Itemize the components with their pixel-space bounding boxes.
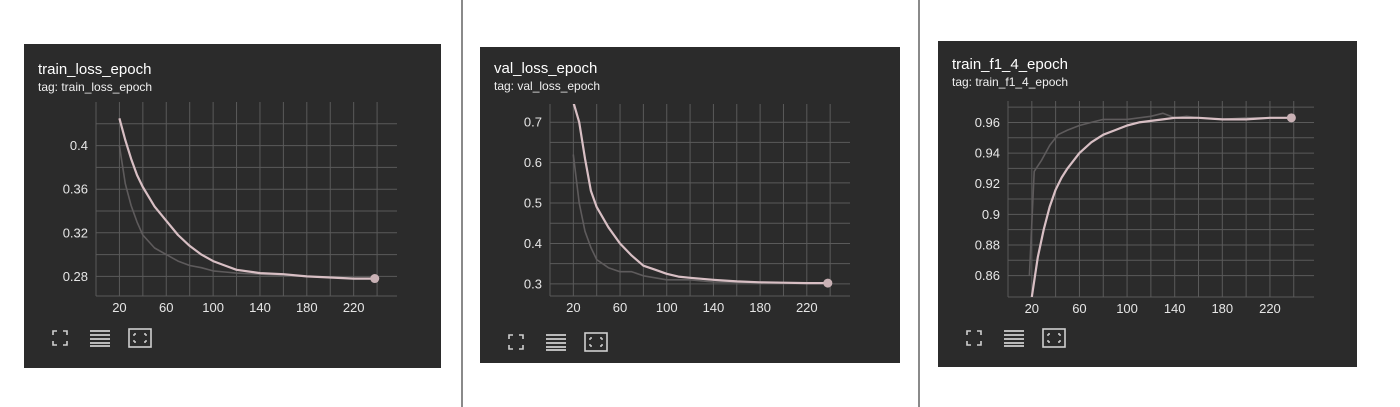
x-tick-label: 140 xyxy=(249,300,271,315)
card-toolbar xyxy=(504,331,608,353)
toggle-lines-button[interactable] xyxy=(1002,327,1026,349)
card-title: train_loss_epoch xyxy=(38,61,152,78)
x-tick-label: 20 xyxy=(1025,301,1039,316)
y-tick-label: 0.6 xyxy=(524,155,542,170)
line-chart[interactable]: 20 60 100 140 180 220 0.28 0.32 0.36 0.4 xyxy=(24,44,441,324)
toggle-lines-icon xyxy=(1004,330,1024,347)
x-tick-label: 180 xyxy=(296,300,318,315)
x-tick-label: 140 xyxy=(703,300,725,315)
card-tag: tag: train_f1_4_epoch xyxy=(952,75,1069,89)
y-tick-label: 0.7 xyxy=(524,115,542,130)
y-tick-label: 0.36 xyxy=(63,182,88,197)
x-tick-label: 20 xyxy=(112,300,126,315)
last-value-marker xyxy=(370,274,380,284)
x-tick-label: 220 xyxy=(343,300,365,315)
toggle-lines-button[interactable] xyxy=(544,331,568,353)
chart-card-1: val_loss_epoch tag: val_loss_epoch 20 60 1… xyxy=(480,47,900,363)
fit-domain-button[interactable] xyxy=(584,331,608,353)
card-toolbar xyxy=(48,327,152,349)
fullscreen-button[interactable] xyxy=(504,331,528,353)
x-tick-label: 60 xyxy=(1072,301,1086,316)
y-tick-label: 0.32 xyxy=(63,225,88,240)
x-tick-label: 220 xyxy=(1259,301,1281,316)
toggle-lines-icon xyxy=(90,330,110,347)
divider-left xyxy=(461,0,463,407)
line-chart[interactable]: 20 60 100 140 180 220 0.3 0.4 0.5 0.6 0.7 xyxy=(480,47,900,322)
y-tick-label: 0.4 xyxy=(524,236,542,251)
fullscreen-icon xyxy=(508,334,524,350)
x-tick-label: 100 xyxy=(1116,301,1138,316)
fullscreen-icon xyxy=(966,330,982,346)
fullscreen-button[interactable] xyxy=(962,327,986,349)
card-toolbar xyxy=(962,327,1066,349)
chart-card-2: train_f1_4_epoch tag: train_f1_4_epoch 2… xyxy=(938,41,1357,367)
y-tick-label: 0.3 xyxy=(524,276,542,291)
divider-right xyxy=(918,0,920,407)
line-chart[interactable]: 20 60 100 140 180 220 0.86 0.88 0.9 0.92 0.94 0.96 xyxy=(938,41,1357,326)
x-tick-label: 60 xyxy=(159,300,173,315)
chart-card-0: train_loss_epoch tag: train_loss_epoch 2… xyxy=(24,44,441,368)
fit-domain-button[interactable] xyxy=(1042,327,1066,349)
x-tick-label: 100 xyxy=(656,300,678,315)
toggle-lines-icon xyxy=(546,334,566,351)
x-tick-label: 140 xyxy=(1164,301,1186,316)
x-tick-label: 20 xyxy=(566,300,580,315)
y-tick-label: 0.4 xyxy=(70,138,88,153)
smoothed-series-line xyxy=(572,104,828,285)
x-tick-label: 220 xyxy=(796,300,818,315)
fit-domain-icon xyxy=(1042,328,1066,348)
fit-domain-button[interactable] xyxy=(128,327,152,349)
last-value-marker xyxy=(1286,113,1296,123)
smoothed-series-line xyxy=(1030,116,1292,297)
card-tag: tag: val_loss_epoch xyxy=(494,79,601,93)
x-tick-label: 100 xyxy=(202,300,224,315)
fit-domain-icon xyxy=(128,328,152,348)
y-tick-label: 0.5 xyxy=(524,196,542,211)
card-title: train_f1_4_epoch xyxy=(952,56,1068,73)
y-tick-label: 0.86 xyxy=(975,268,1000,283)
smoothed-series-line xyxy=(118,118,375,280)
y-tick-label: 0.9 xyxy=(982,207,1000,222)
x-tick-label: 180 xyxy=(749,300,771,315)
y-tick-label: 0.94 xyxy=(975,146,1000,161)
last-value-marker xyxy=(823,278,833,288)
x-tick-label: 180 xyxy=(1211,301,1233,316)
fullscreen-icon xyxy=(52,330,68,346)
y-tick-label: 0.96 xyxy=(975,115,1000,130)
raw-series-line xyxy=(118,145,375,280)
y-tick-label: 0.88 xyxy=(975,237,1000,252)
y-tick-label: 0.28 xyxy=(63,269,88,284)
fit-domain-icon xyxy=(584,332,608,352)
toggle-lines-button[interactable] xyxy=(88,327,112,349)
y-tick-label: 0.92 xyxy=(975,176,1000,191)
x-tick-label: 60 xyxy=(613,300,627,315)
card-tag: tag: train_loss_epoch xyxy=(38,80,153,94)
fullscreen-button[interactable] xyxy=(48,327,72,349)
card-title: val_loss_epoch xyxy=(494,60,598,77)
